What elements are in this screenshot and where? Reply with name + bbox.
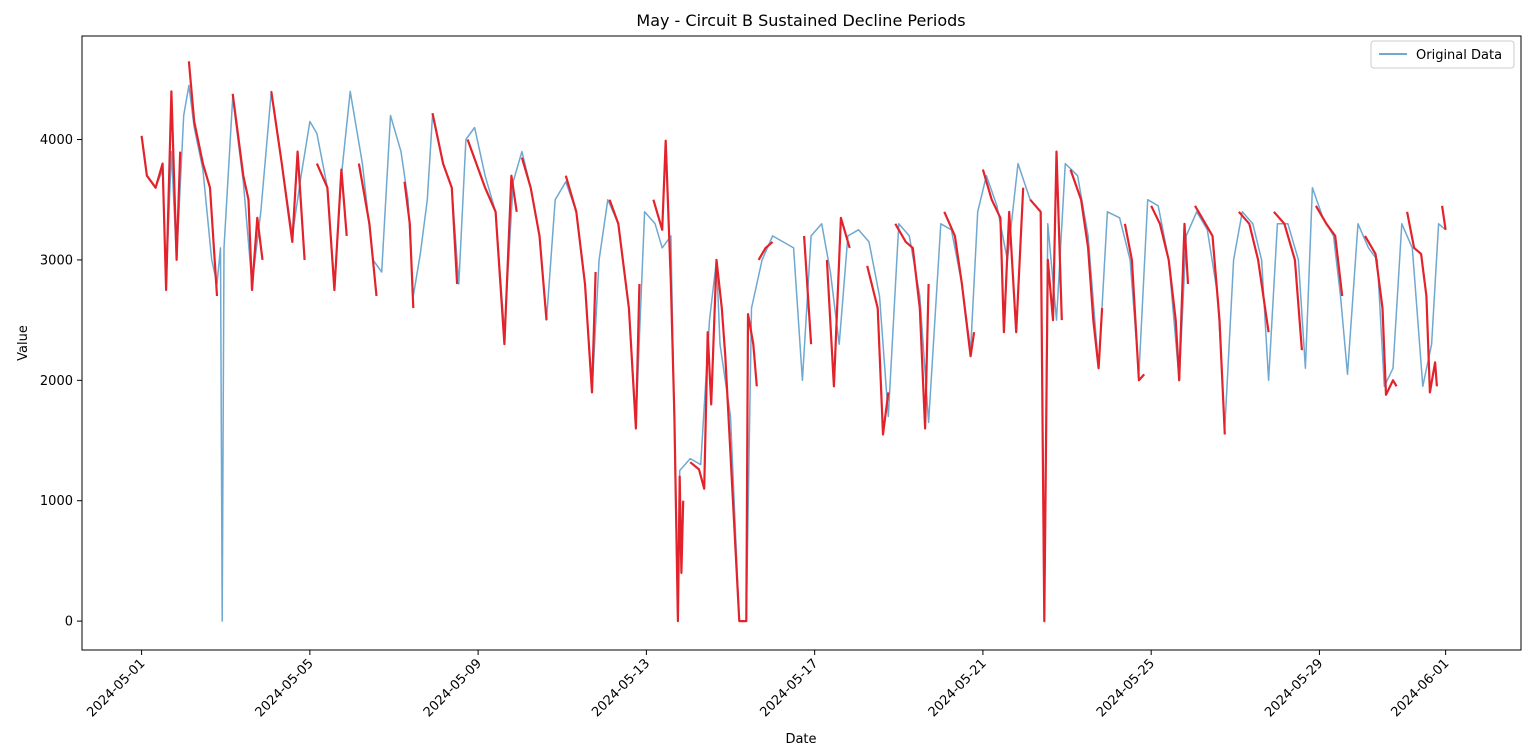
decline-segment-27 [1237, 211, 1270, 333]
decline-segment-32 [1441, 205, 1447, 230]
decline-segment-22 [1029, 150, 1063, 623]
decline-segment-9 [466, 139, 518, 346]
decline-segment-20 [943, 211, 976, 358]
decline-segment-26 [1194, 205, 1226, 435]
decline-segment-5 [315, 163, 348, 292]
decline-segment-21 [981, 169, 1025, 334]
decline-segment-1 [140, 90, 182, 292]
decline-segment-18 [866, 265, 890, 436]
legend: Original Data [1370, 40, 1515, 69]
decline-segment-28 [1273, 211, 1303, 351]
decline-segment-15 [757, 241, 774, 261]
decline-segment-23 [1069, 169, 1104, 370]
decline-segment-6 [357, 163, 378, 297]
decline-segment-11 [564, 175, 597, 394]
chart-title: May - Circuit B Sustained Decline Period… [636, 11, 965, 30]
plot-area [140, 61, 1447, 623]
decline-segment-31 [1406, 211, 1438, 394]
decline-segment-4 [270, 91, 306, 260]
x-axis-label: Date [785, 732, 816, 747]
decline-segment-7 [403, 181, 415, 309]
decline-segment-17 [825, 216, 851, 388]
decline-segment-25 [1150, 205, 1190, 382]
y-tick-label: 2000 [40, 374, 73, 389]
decline-segment-12 [608, 199, 641, 430]
plot-frame [81, 35, 1522, 651]
decline-segment-14 [689, 258, 758, 623]
y-tick-label: 0 [65, 615, 73, 630]
y-axis: 0 1000 2000 3000 4000 [40, 133, 82, 630]
decline-segment-29 [1314, 205, 1344, 297]
decline-segment-10 [520, 157, 548, 321]
decline-segment-16 [803, 235, 813, 345]
decline-segment-2 [187, 61, 219, 297]
decline-segment-24 [1123, 223, 1146, 382]
decline-segment-19 [894, 223, 930, 430]
decline-segment-13 [652, 139, 685, 623]
y-tick-label: 4000 [40, 133, 73, 148]
y-tick-label: 3000 [40, 253, 73, 268]
y-tick-label: 1000 [40, 494, 73, 509]
decline-segment-30 [1364, 235, 1398, 396]
legend-box [1370, 40, 1515, 69]
decline-segment-8 [431, 112, 459, 285]
legend-label-original: Original Data [1416, 48, 1502, 63]
decline-segment-3 [231, 93, 264, 292]
y-axis-label: Value [16, 325, 31, 361]
